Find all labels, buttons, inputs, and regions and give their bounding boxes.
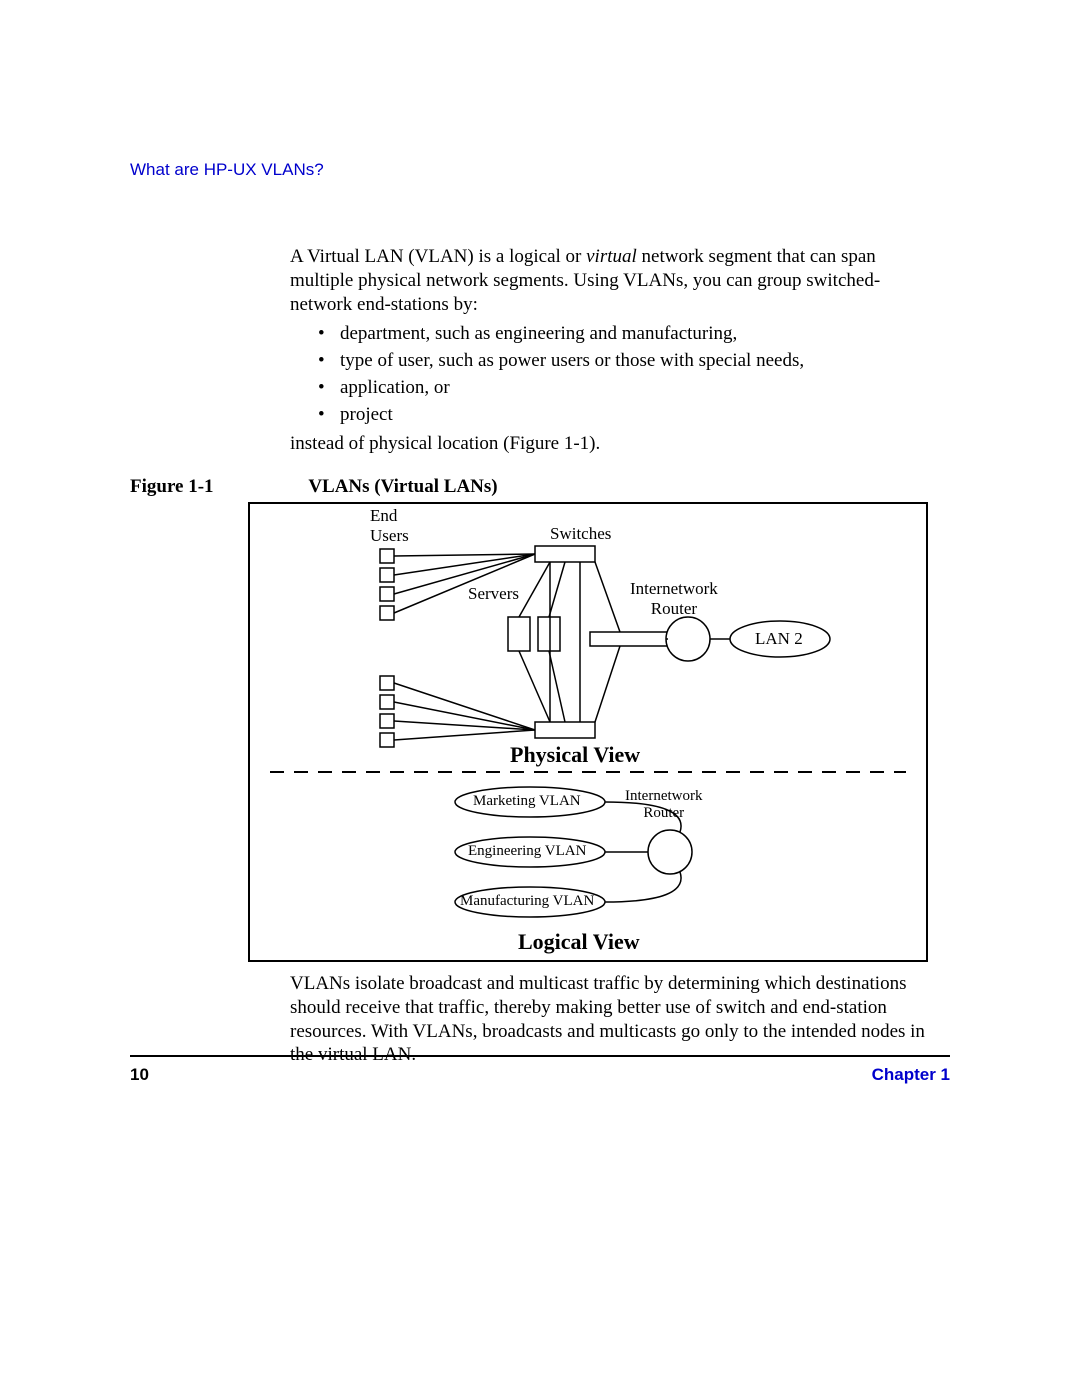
page-content: What are HP-UX VLANs? A Virtual LAN (VLA… (130, 160, 950, 1067)
figure-caption: VLANs (Virtual LANs) (308, 476, 497, 497)
bullet-item: project (318, 403, 930, 427)
page-number: 10 (130, 1065, 149, 1085)
label-logical-view: Logical View (518, 929, 640, 955)
label-servers: Servers (468, 584, 519, 604)
bullet-item: type of user, such as power users or tho… (318, 349, 930, 373)
intro-p2: instead of physical location (Figure 1-1… (290, 432, 930, 456)
intro-block: A Virtual LAN (VLAN) is a logical or vir… (290, 245, 930, 456)
label-physical-view: Physical View (510, 742, 640, 768)
label-manufacturing-vlan: Manufacturing VLAN (460, 893, 594, 910)
figure-svg (250, 504, 926, 960)
after-paragraph: VLANs isolate broadcast and multicast tr… (290, 972, 930, 1067)
intro-bullets: department, such as engineering and manu… (318, 322, 930, 426)
figure-box: End Users Switches Servers Internetwork … (248, 502, 928, 962)
intro-p1a: A Virtual LAN (VLAN) is a logical or (290, 246, 586, 267)
header-link[interactable]: What are HP-UX VLANs? (130, 160, 950, 180)
intro-paragraph: A Virtual LAN (VLAN) is a logical or vir… (290, 245, 930, 316)
chapter-link[interactable]: Chapter 1 (872, 1065, 950, 1085)
figure-heading: Figure 1-1 VLANs (Virtual LANs) (130, 476, 950, 498)
label-engineering-vlan: Engineering VLAN (468, 843, 586, 860)
footer-rule (130, 1055, 950, 1057)
bullet-item: department, such as engineering and manu… (318, 322, 930, 346)
figure-label: Figure 1-1 (130, 476, 214, 497)
intro-p1i: virtual (586, 246, 637, 267)
after-block: VLANs isolate broadcast and multicast tr… (290, 972, 930, 1067)
bullet-item: application, or (318, 376, 930, 400)
label-switches: Switches (550, 524, 611, 544)
label-internetwork-router: Internetwork Router (630, 579, 718, 619)
label-end-users: End Users (370, 506, 409, 546)
label-marketing-vlan: Marketing VLAN (473, 793, 581, 810)
label-lan2: LAN 2 (755, 629, 803, 649)
label-internetwork-router-2: Internetwork Router (625, 788, 702, 822)
